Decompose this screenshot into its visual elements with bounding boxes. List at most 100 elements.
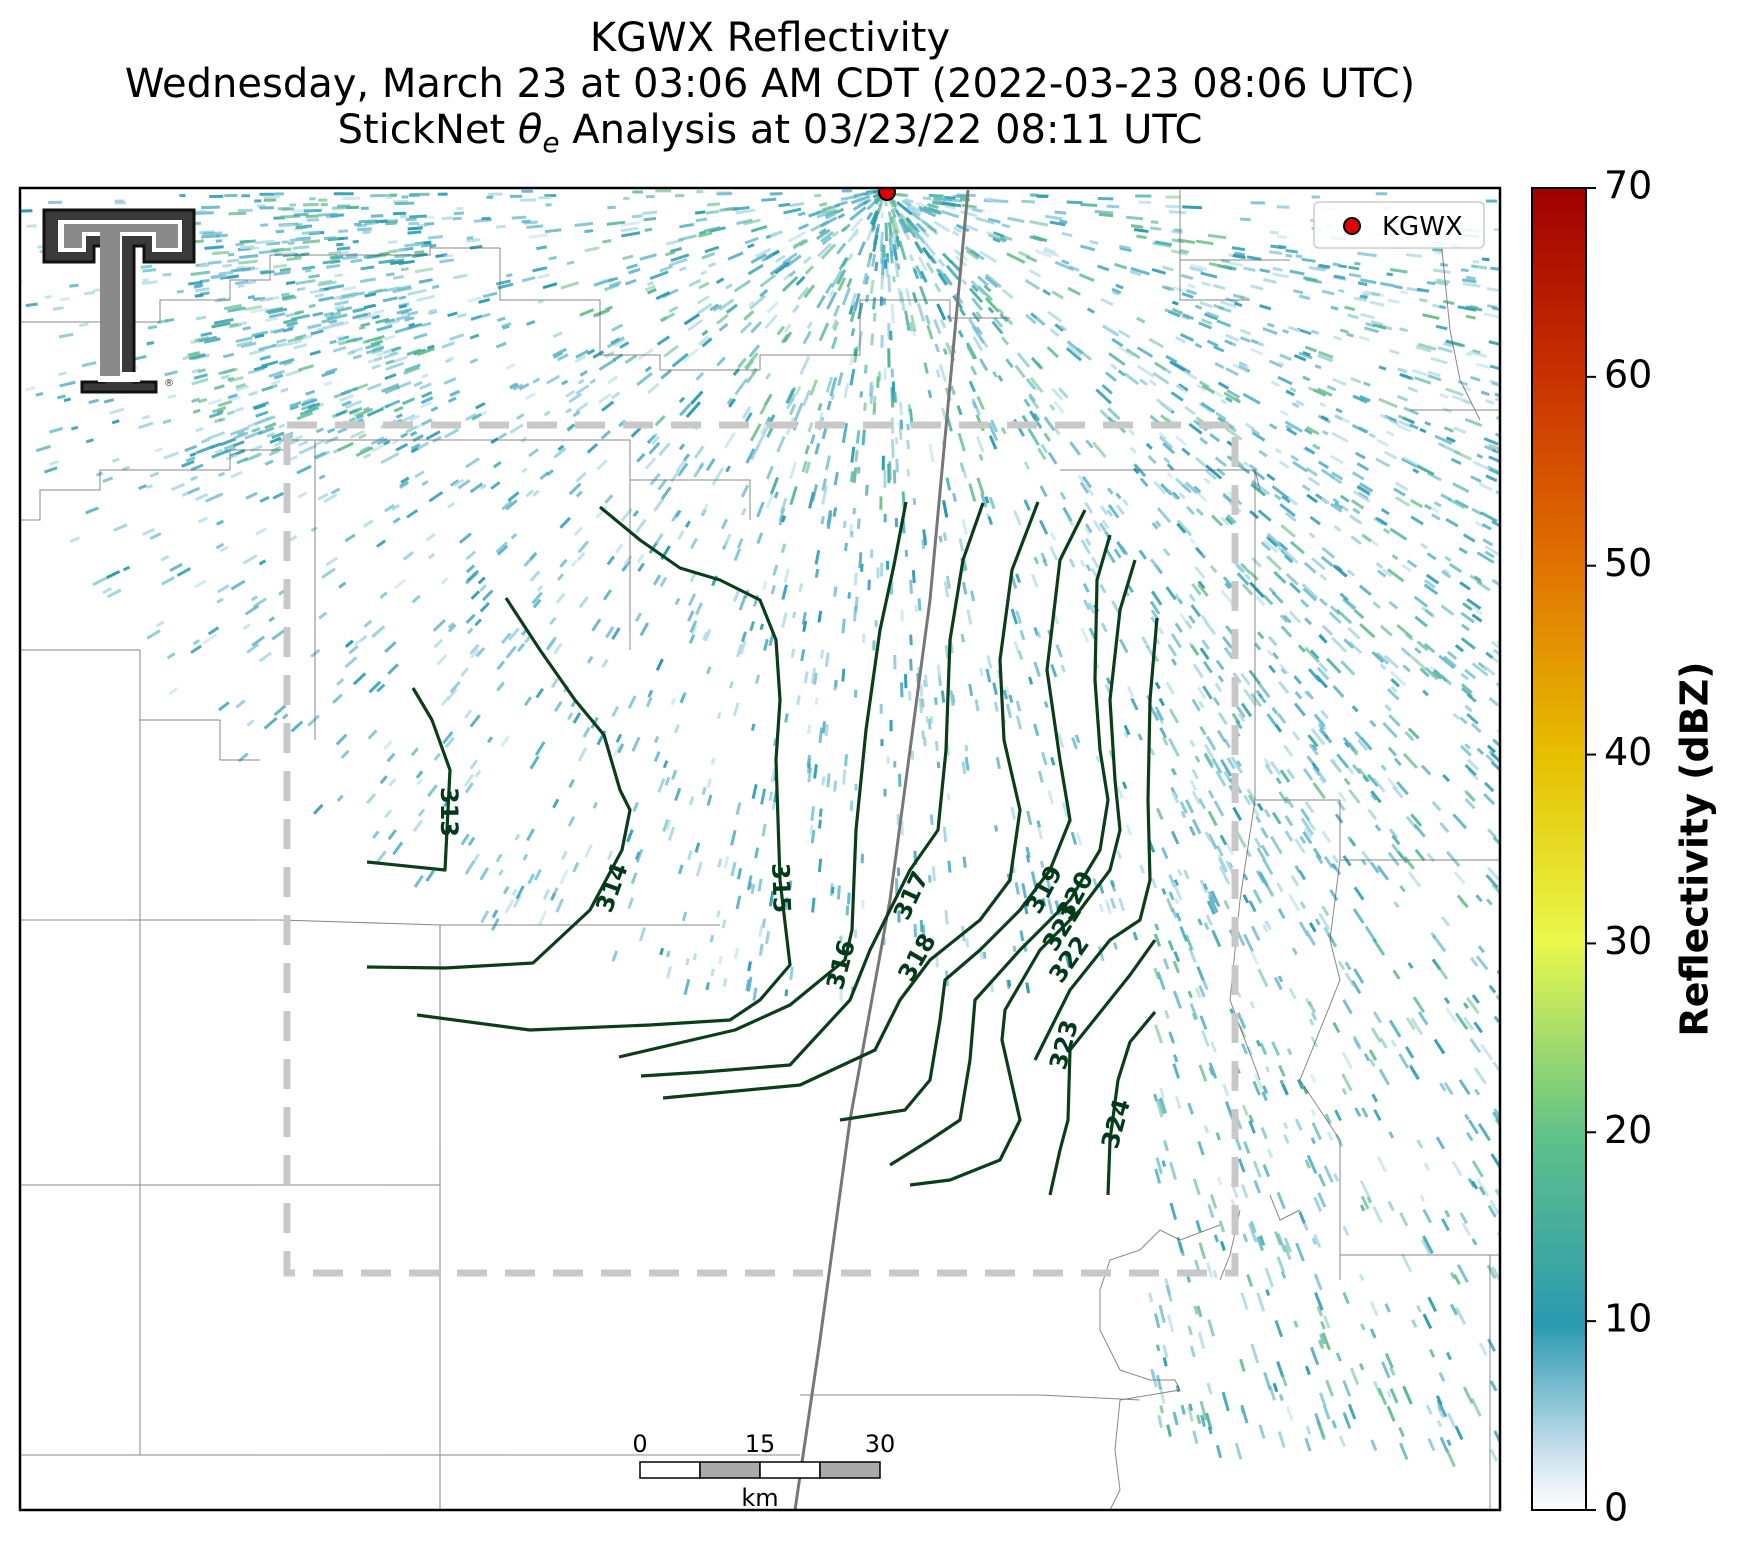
echo-streak	[1045, 888, 1051, 901]
echo-streak	[1376, 438, 1389, 447]
echo-streak	[1213, 800, 1225, 817]
echo-streak	[340, 386, 359, 396]
echo-streak	[1293, 675, 1302, 685]
echo-streak	[619, 341, 630, 349]
echo-streak	[925, 716, 930, 724]
echo-streak	[1434, 962, 1449, 980]
echo-streak	[155, 620, 165, 628]
echo-streak	[393, 405, 404, 413]
echo-streak	[1270, 835, 1283, 855]
echo-streak	[1176, 1236, 1184, 1253]
echo-streak	[709, 934, 715, 943]
echo-streak	[961, 278, 968, 286]
echo-streak	[313, 803, 324, 815]
echo-streak	[229, 375, 244, 383]
echo-streak	[295, 279, 316, 286]
echo-streak	[283, 318, 298, 325]
echo-streak	[1322, 1315, 1331, 1329]
echo-streak	[1184, 934, 1194, 951]
echo-streak	[645, 696, 653, 708]
echo-streak	[933, 319, 942, 335]
echo-streak	[298, 440, 309, 447]
echo-streak	[466, 236, 474, 240]
echo-streak	[1266, 555, 1283, 571]
echo-streak	[1079, 559, 1086, 568]
echo-streak	[1080, 244, 1096, 252]
echo-streak	[1102, 324, 1120, 337]
echo-streak	[1151, 522, 1159, 530]
echo-streak	[1415, 345, 1432, 353]
echo-streak	[575, 349, 590, 359]
echo-streak	[1198, 700, 1205, 709]
echo-streak	[1175, 336, 1186, 344]
echo-streak	[505, 499, 518, 511]
echo-streak	[785, 254, 802, 268]
echo-streak	[276, 369, 286, 375]
echo-streak	[370, 214, 384, 218]
echo-streak	[280, 292, 290, 297]
echo-streak	[1259, 268, 1271, 274]
echo-streak	[1249, 581, 1265, 599]
echo-streak	[1470, 1397, 1482, 1417]
echo-streak	[1199, 1015, 1208, 1030]
echo-streak	[1380, 508, 1390, 516]
echo-streak	[191, 397, 201, 403]
echo-streak	[846, 277, 853, 288]
echo-streak	[1384, 1352, 1394, 1369]
echo-streak	[936, 303, 947, 321]
echo-streak	[1186, 1274, 1191, 1283]
echo-streak	[556, 573, 565, 582]
echo-streak	[968, 380, 977, 393]
echo-streak	[1068, 558, 1076, 569]
echo-streak	[1114, 262, 1128, 270]
echo-streak	[426, 344, 435, 350]
echo-streak	[654, 414, 666, 427]
echo-streak	[244, 266, 256, 271]
echo-streak	[783, 207, 802, 215]
echo-streak	[1049, 545, 1059, 561]
echo-streak	[750, 723, 756, 732]
echo-streak	[496, 544, 509, 556]
echo-streak	[222, 352, 235, 359]
echo-streak	[1259, 1042, 1268, 1055]
echo-streak	[1089, 239, 1099, 245]
echo-streak	[1436, 1420, 1443, 1428]
echo-streak	[304, 268, 312, 273]
echo-streak	[1317, 1173, 1326, 1187]
echo-streak	[1036, 631, 1042, 639]
echo-streak	[1262, 1163, 1271, 1178]
echo-streak	[444, 736, 455, 749]
echo-streak	[735, 802, 742, 816]
echo-streak	[892, 469, 897, 484]
echo-streak	[1260, 1126, 1268, 1140]
echo-streak	[1145, 442, 1153, 450]
echo-streak	[1029, 376, 1044, 394]
echo-streak	[384, 503, 395, 513]
echo-streak	[831, 318, 838, 330]
echo-streak	[1302, 830, 1313, 845]
echo-streak	[1399, 327, 1408, 333]
echo-streak	[1350, 746, 1359, 756]
echo-streak	[336, 338, 345, 344]
echo-streak	[321, 318, 330, 324]
echo-streak	[795, 275, 806, 286]
echo-streak	[1194, 546, 1203, 556]
echo-streak	[1307, 1000, 1317, 1014]
echo-streak	[896, 201, 913, 216]
echo-streak	[1021, 883, 1028, 899]
echo-streak	[803, 671, 809, 684]
echo-streak	[1439, 821, 1450, 834]
echo-streak	[802, 255, 812, 265]
echo-streak	[349, 347, 363, 354]
echo-streak	[1353, 296, 1367, 303]
echo-streak	[1318, 912, 1331, 931]
echo-streak	[1389, 418, 1399, 425]
echo-streak	[1310, 329, 1320, 335]
echo-streak	[820, 649, 825, 659]
echo-streak	[1182, 205, 1203, 210]
echo-streak	[1197, 1331, 1206, 1350]
echo-streak	[1301, 484, 1311, 492]
echo-streak	[532, 377, 541, 384]
echo-streak	[656, 335, 671, 346]
echo-streak	[1099, 583, 1107, 594]
